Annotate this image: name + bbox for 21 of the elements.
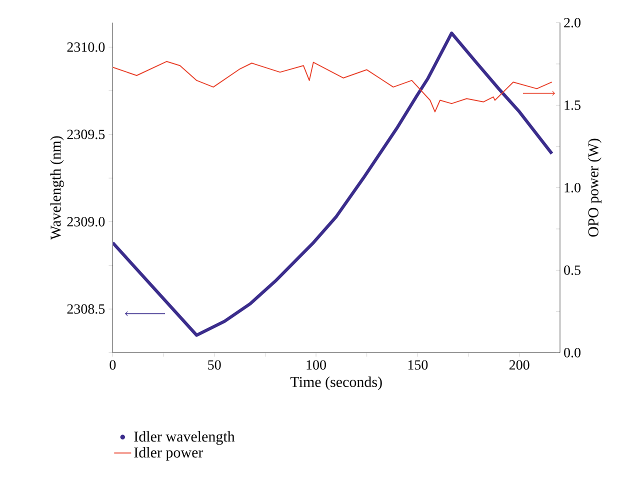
x-tick-label: 150 xyxy=(408,360,428,370)
y-axis-title: Wavelength (nm) xyxy=(50,136,64,240)
y2-tick-label: 1.0 xyxy=(564,182,580,192)
y-tick-label: 2309.5 xyxy=(67,130,105,140)
line-series xyxy=(112,60,552,112)
y2-tick-label: 0.0 xyxy=(564,348,580,358)
x-tick-label: 100 xyxy=(306,360,326,370)
y2-tick-label: 2.0 xyxy=(564,18,580,28)
y2-axis-title: OPO power (W) xyxy=(588,138,602,237)
x-tick-label: 0 xyxy=(110,360,116,370)
x-tick-label: 200 xyxy=(509,360,530,370)
y-tick-label: 2308.5 xyxy=(67,304,105,314)
legend-label: Idler power xyxy=(134,447,204,461)
legend-label: Idler wavelength xyxy=(134,431,235,445)
y-tick-label: 2309.0 xyxy=(67,216,105,227)
line-series xyxy=(112,32,554,337)
y-tick-label: 2310.0 xyxy=(67,42,105,52)
y2-tick-label: 0.5 xyxy=(564,265,580,275)
y2-tick-label: 1.5 xyxy=(564,100,580,110)
x-tick-label: 50 xyxy=(208,360,221,370)
x-axis-title: Time (seconds) xyxy=(290,376,382,390)
